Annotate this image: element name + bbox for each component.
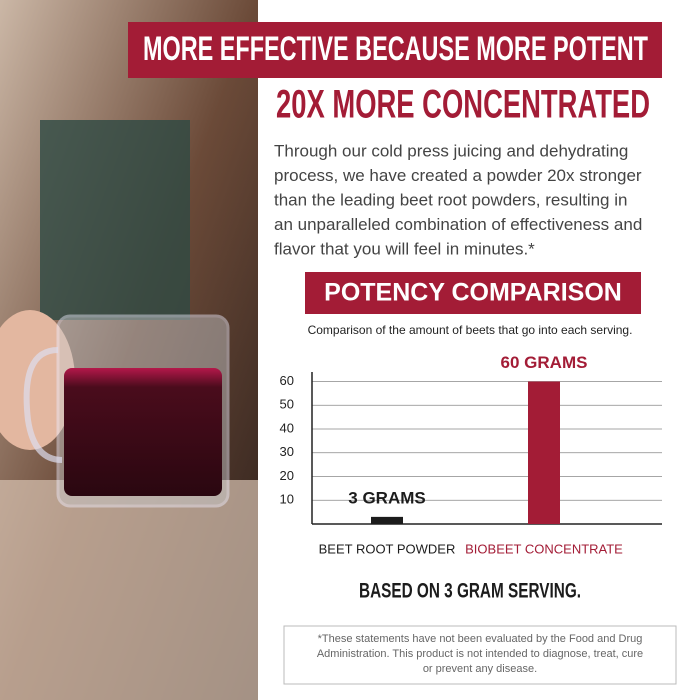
disclaimer: *These statements have not been evaluate… bbox=[317, 633, 643, 675]
disclaimer-line: *These statements have not been evaluate… bbox=[318, 633, 643, 645]
banner: MORE EFFECTIVE BECAUSE MORE POTENT bbox=[143, 30, 648, 68]
y-tick-label: 30 bbox=[280, 444, 294, 459]
y-tick-label: 50 bbox=[280, 397, 294, 412]
chart: 10 20 30 40 50 60 3 GRAMS BEET ROOT POWDER 60 GR… bbox=[280, 353, 662, 556]
x-tick-label: BEET ROOT POWDER bbox=[319, 541, 456, 556]
paragraph-line: process, we have created a powder 20x st… bbox=[274, 166, 642, 185]
banner-bg bbox=[128, 22, 662, 78]
y-tick-label: 10 bbox=[280, 492, 294, 507]
photo bbox=[0, 0, 258, 700]
paragraph: Through our cold press juicing and dehyd… bbox=[274, 141, 642, 258]
bar bbox=[371, 516, 403, 524]
y-tick-label: 40 bbox=[280, 420, 294, 435]
y-tick-label: 60 bbox=[280, 373, 294, 388]
annotation: BASED ON 3 GRAM SERVING. bbox=[359, 580, 581, 603]
chart-title-bg bbox=[305, 272, 641, 314]
paragraph-line: Through our cold press juicing and dehyd… bbox=[274, 141, 628, 160]
chart-subtitle: Comparison of the amount of beets that g… bbox=[308, 323, 633, 337]
paragraph-line: flavor that you will feel in minutes.* bbox=[274, 239, 535, 258]
disclaimer-line: Administration. This product is not inte… bbox=[317, 648, 643, 660]
bar bbox=[528, 381, 560, 524]
disclaimer-line: or prevent any disease. bbox=[423, 663, 537, 675]
chart-title: POTENCY COMPARISON bbox=[324, 279, 622, 307]
y-tick-label: 20 bbox=[280, 468, 294, 483]
x-tick-label: BIOBEET CONCENTRATE bbox=[465, 541, 623, 556]
value-label: 60 GRAMS bbox=[501, 353, 588, 372]
disclaimer-box bbox=[283, 625, 677, 685]
paragraph-line: an unparalleled combination of effective… bbox=[274, 215, 642, 234]
headline: 20X MORE CONCENTRATED bbox=[276, 83, 650, 127]
value-label: 3 GRAMS bbox=[348, 488, 425, 507]
paragraph-line: than the leading beet root powders, resu… bbox=[274, 190, 627, 209]
